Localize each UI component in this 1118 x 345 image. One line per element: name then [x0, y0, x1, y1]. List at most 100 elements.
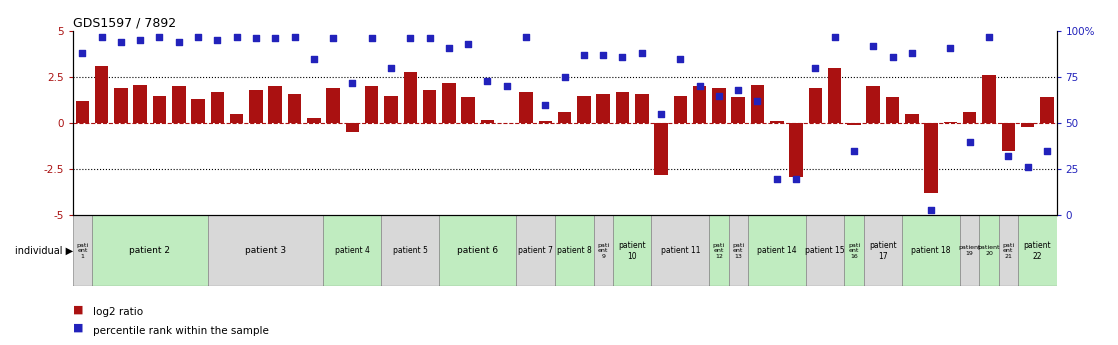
Point: [806, 65, 824, 71]
Bar: [439, 215, 517, 286]
Text: pati
ent
9: pati ent 9: [597, 243, 609, 259]
Text: pati
ent
16: pati ent 16: [847, 243, 860, 259]
Bar: [979, 215, 998, 286]
Text: patient 2: patient 2: [130, 246, 170, 255]
Bar: [844, 215, 863, 286]
Bar: [906, 114, 919, 123]
Text: patient 4: patient 4: [335, 246, 370, 255]
Point: [980, 34, 998, 39]
Bar: [92, 215, 208, 286]
Text: patient
19: patient 19: [958, 246, 980, 256]
Point: [575, 52, 593, 58]
Bar: [95, 66, 108, 123]
Point: [710, 93, 728, 98]
Text: pati
ent
12: pati ent 12: [713, 243, 724, 259]
Text: patient 18: patient 18: [911, 246, 951, 255]
Text: patient
17: patient 17: [869, 241, 897, 260]
Text: patient 7: patient 7: [519, 246, 553, 255]
Bar: [345, 123, 359, 132]
Bar: [539, 121, 552, 123]
Bar: [287, 94, 301, 123]
Point: [864, 43, 882, 49]
Bar: [925, 123, 938, 193]
Point: [537, 102, 555, 108]
Bar: [944, 122, 957, 123]
Bar: [519, 92, 533, 123]
Text: ■: ■: [73, 323, 83, 333]
Point: [112, 39, 130, 45]
Point: [285, 34, 303, 39]
Point: [459, 41, 477, 47]
Bar: [693, 86, 707, 123]
Point: [672, 56, 690, 61]
Bar: [635, 94, 648, 123]
Point: [749, 98, 767, 104]
Point: [517, 34, 534, 39]
Bar: [307, 118, 321, 123]
Bar: [230, 114, 244, 123]
Bar: [712, 88, 726, 123]
Point: [266, 36, 284, 41]
Bar: [709, 215, 729, 286]
Text: patient 3: patient 3: [245, 246, 286, 255]
Bar: [133, 85, 146, 123]
Bar: [555, 215, 594, 286]
Point: [401, 36, 419, 41]
Bar: [385, 96, 398, 123]
Text: patient
22: patient 22: [1023, 241, 1051, 260]
Bar: [577, 96, 590, 123]
Point: [131, 38, 149, 43]
Bar: [191, 99, 205, 123]
Bar: [770, 121, 784, 123]
Bar: [596, 94, 610, 123]
Bar: [268, 86, 282, 123]
Point: [729, 87, 747, 93]
Text: patient 14: patient 14: [757, 246, 797, 255]
Bar: [828, 68, 842, 123]
Bar: [847, 123, 861, 125]
Bar: [76, 101, 89, 123]
Bar: [789, 123, 803, 177]
Bar: [806, 215, 844, 286]
Text: pati
ent
21: pati ent 21: [1002, 243, 1014, 259]
Bar: [729, 215, 748, 286]
Bar: [423, 90, 436, 123]
Point: [826, 34, 844, 39]
Text: patient 11: patient 11: [661, 246, 700, 255]
Point: [439, 45, 457, 50]
Bar: [983, 75, 996, 123]
Bar: [963, 112, 976, 123]
Bar: [517, 215, 555, 286]
Point: [633, 50, 651, 56]
Bar: [731, 97, 745, 123]
Bar: [1017, 215, 1057, 286]
Text: pati
ent
13: pati ent 13: [732, 243, 745, 259]
Bar: [114, 88, 127, 123]
Point: [151, 34, 169, 39]
Bar: [1002, 123, 1015, 151]
Point: [228, 34, 246, 39]
Point: [1018, 165, 1036, 170]
Text: pati
ent
1: pati ent 1: [76, 243, 88, 259]
Bar: [442, 83, 456, 123]
Point: [93, 34, 111, 39]
Bar: [613, 215, 652, 286]
Point: [691, 83, 709, 89]
Point: [305, 56, 323, 61]
Point: [556, 75, 574, 80]
Point: [960, 139, 978, 145]
Bar: [748, 215, 806, 286]
Point: [324, 36, 342, 41]
Bar: [208, 215, 323, 286]
Point: [1038, 148, 1055, 154]
Bar: [462, 97, 475, 123]
Bar: [866, 86, 880, 123]
Text: patient 8: patient 8: [557, 246, 591, 255]
Bar: [249, 90, 263, 123]
Bar: [210, 92, 224, 123]
Point: [652, 111, 670, 117]
Bar: [863, 215, 902, 286]
Text: GDS1597 / 7892: GDS1597 / 7892: [73, 17, 176, 30]
Point: [208, 38, 226, 43]
Point: [768, 176, 786, 181]
